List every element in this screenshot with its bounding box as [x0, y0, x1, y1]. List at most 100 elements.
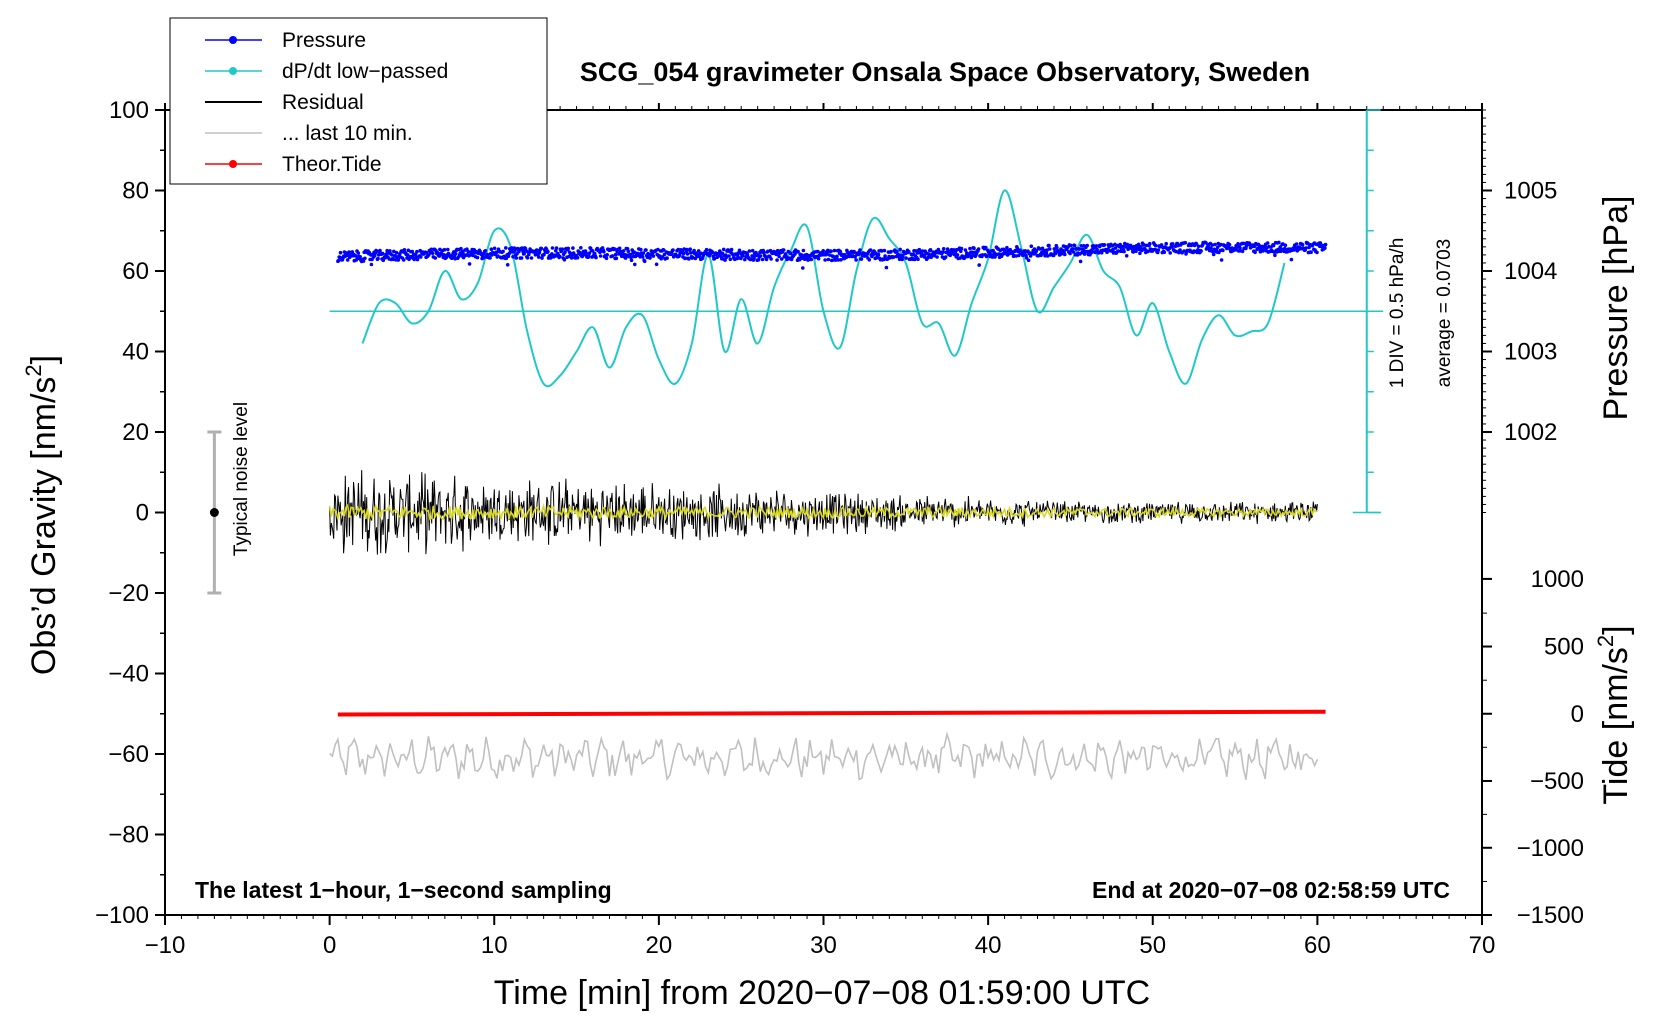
y-axis-title-left-sup: 2	[21, 364, 46, 376]
pressure-point	[651, 254, 656, 258]
y-tick-label: 20	[122, 419, 149, 446]
pressure-point	[363, 256, 367, 261]
pressure-point	[743, 257, 747, 262]
pressure-point	[522, 251, 526, 256]
pressure-point	[509, 246, 514, 250]
pressure-point	[710, 250, 715, 254]
y-axis-title-left: Obs’d Gravity [nm/s2]	[21, 355, 63, 675]
pressure-point	[976, 247, 981, 251]
pressure-point	[598, 254, 603, 258]
pressure-point	[676, 247, 681, 252]
y-tick-label: −40	[108, 661, 149, 688]
pressure-point	[459, 246, 463, 251]
pressure-point	[1153, 243, 1158, 248]
pressure-point	[721, 247, 726, 252]
pressure-point	[1071, 250, 1076, 254]
pressure-point	[839, 258, 843, 262]
pressure-point	[571, 246, 575, 250]
pressure-point	[380, 251, 385, 256]
pressure-point	[361, 259, 366, 263]
pressure-point	[756, 257, 761, 262]
pressure-point	[704, 247, 709, 252]
pressure-point	[539, 246, 544, 251]
pressure-point	[980, 253, 985, 257]
pressure-point	[584, 251, 588, 255]
pressure-point	[1118, 242, 1122, 247]
pressure-point	[1055, 245, 1059, 250]
legend-label-1: dP/dt low−passed	[282, 60, 448, 83]
pressure-point	[1116, 249, 1120, 253]
pressure-point	[963, 248, 968, 252]
pressure-point	[546, 249, 550, 254]
pressure-point	[750, 254, 754, 258]
pressure-point	[1210, 243, 1215, 247]
pressure-point	[501, 249, 505, 254]
pressure-point	[1148, 241, 1152, 246]
pressure-point	[1085, 243, 1089, 248]
pressure-point	[852, 249, 856, 254]
pressure-tick-label: 1005	[1504, 178, 1557, 205]
pressure-point	[563, 250, 567, 255]
pressure-point	[779, 257, 784, 261]
pressure-point	[429, 247, 434, 252]
pressure-point	[1093, 250, 1097, 255]
pressure-point	[336, 258, 341, 263]
pressure-point	[904, 256, 908, 260]
pressure-point	[660, 255, 665, 259]
pressure-point	[442, 253, 446, 257]
pressure-point	[410, 249, 415, 254]
series-pressure	[336, 240, 1328, 270]
pressure-point	[1079, 244, 1084, 248]
pressure-point	[621, 249, 626, 253]
pressure-point	[741, 253, 745, 258]
pressure-point	[752, 256, 756, 261]
residual-line	[329, 470, 1318, 555]
pressure-point	[697, 254, 702, 258]
pressure-point	[376, 256, 380, 261]
pressure-point	[504, 246, 508, 250]
pressure-point	[471, 253, 475, 258]
pressure-point	[540, 256, 544, 260]
pressure-point	[529, 256, 534, 260]
pressure-point	[356, 251, 361, 255]
pressure-point	[402, 248, 407, 252]
pressure-point	[941, 247, 946, 251]
tide-tick-label: 0	[1571, 701, 1584, 728]
pressure-point	[758, 254, 763, 258]
pressure-point	[1253, 250, 1257, 255]
pressure-point	[446, 247, 450, 252]
pressure-point	[867, 258, 872, 262]
pressure-point	[612, 247, 617, 251]
tide-tick-label: −1500	[1517, 902, 1584, 929]
pressure-point	[920, 249, 925, 253]
pressure-point	[433, 256, 438, 260]
y-tick-label: −20	[108, 580, 149, 607]
x-axis-title: Time [min] from 2020−07−08 01:59:00 UTC	[494, 974, 1150, 1012]
noise-bar-center-dot	[209, 508, 219, 517]
pressure-point	[604, 256, 609, 261]
pressure-point	[550, 246, 555, 250]
legend-label-4: Theor.Tide	[282, 153, 382, 176]
pressure-point	[1138, 251, 1142, 256]
pressure-point	[481, 256, 486, 260]
pressure-point	[554, 246, 559, 250]
pressure-point	[1102, 243, 1107, 247]
pressure-point	[692, 248, 696, 253]
pressure-point	[338, 250, 343, 255]
y-tick-label: 100	[109, 97, 149, 124]
pressure-point	[640, 255, 645, 259]
pressure-point	[907, 249, 911, 254]
pressure-point	[847, 254, 852, 259]
y-tick-label: −60	[108, 741, 149, 768]
tide-tick-label: 500	[1544, 634, 1584, 661]
x-tick-label: −10	[145, 932, 186, 959]
pressure-point	[854, 258, 858, 262]
pressure-point	[1072, 243, 1077, 248]
pressure-point	[682, 247, 686, 251]
pressure-point	[809, 257, 814, 262]
pressure-point	[1121, 244, 1125, 249]
dpdt-scale-bar	[1352, 109, 1381, 514]
series-residual	[328, 470, 1318, 555]
pressure-point	[1209, 246, 1213, 250]
pressure-point	[1174, 249, 1178, 254]
